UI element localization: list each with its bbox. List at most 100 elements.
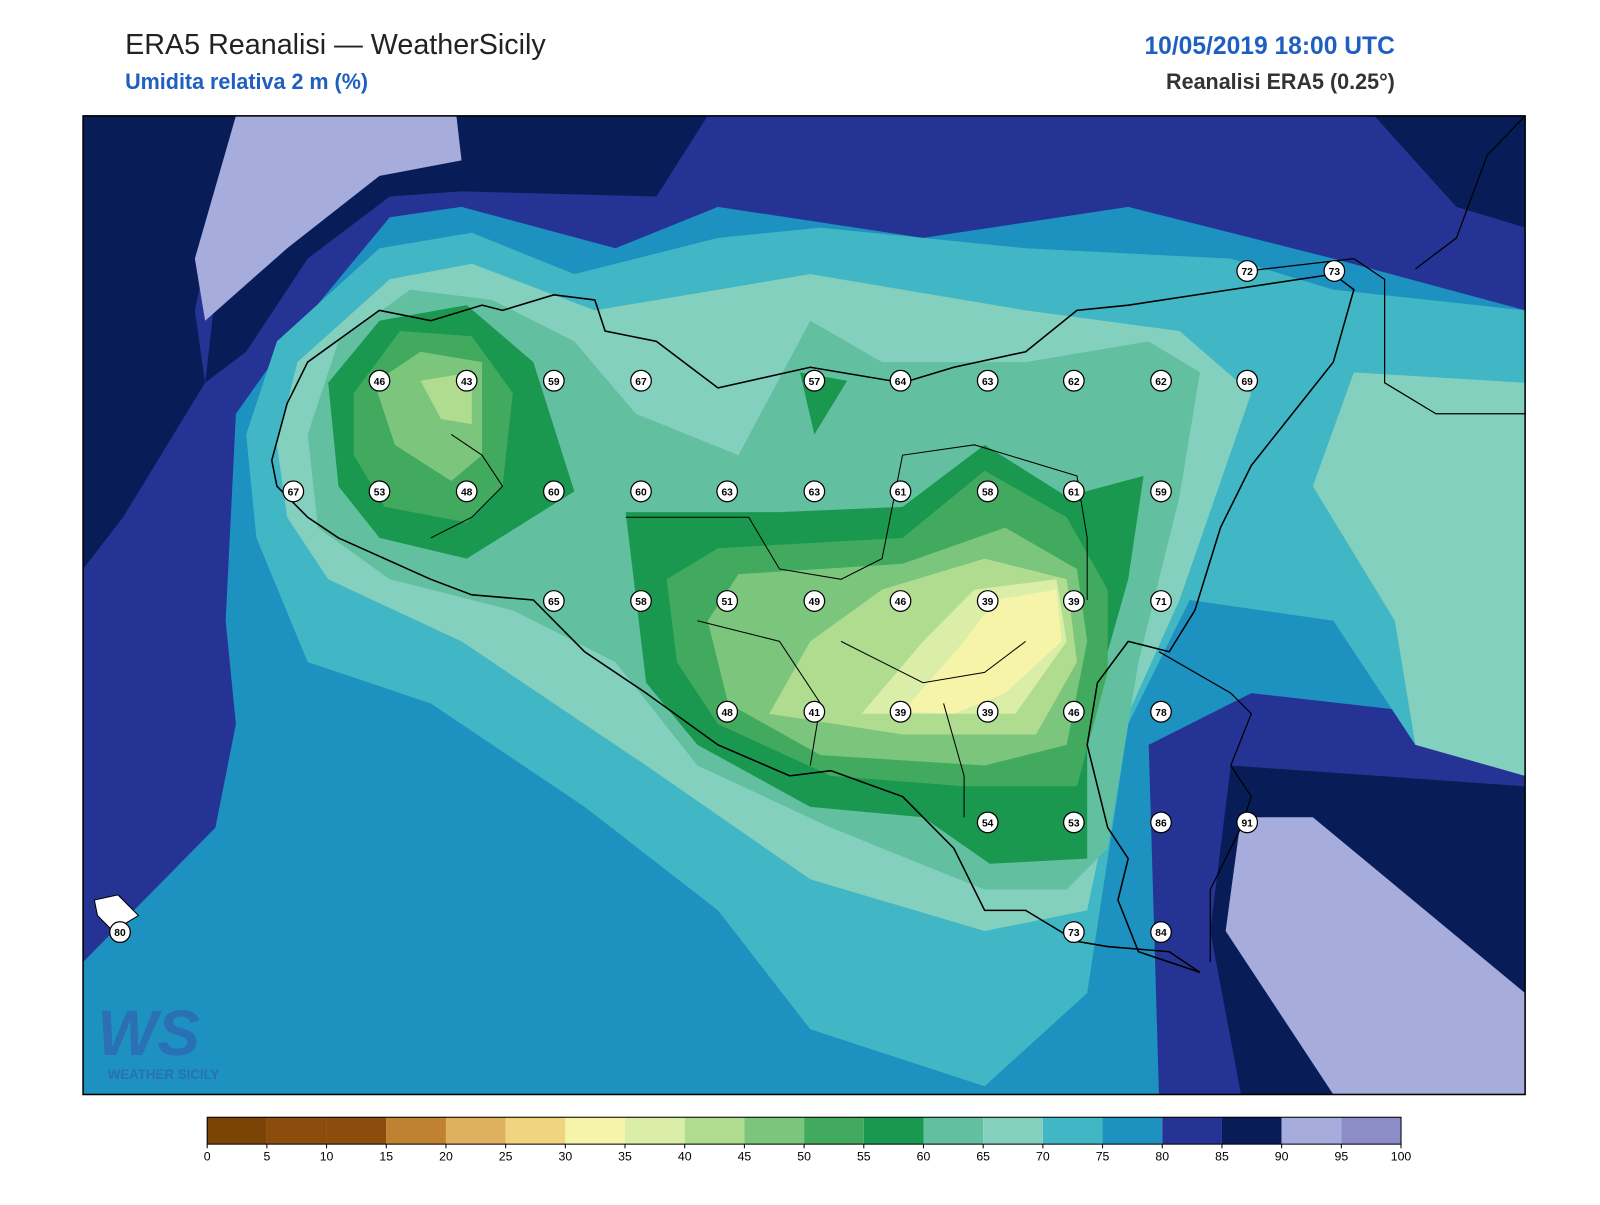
station-value: 43 bbox=[461, 377, 473, 388]
station-marker bbox=[455, 480, 478, 503]
station-value: 71 bbox=[1155, 597, 1167, 608]
colorbar-swatch bbox=[386, 1117, 446, 1145]
station-marker bbox=[976, 480, 999, 503]
station-value: 48 bbox=[721, 708, 733, 719]
station-marker bbox=[368, 480, 391, 503]
station-value: 39 bbox=[1068, 597, 1080, 608]
station-value: 64 bbox=[895, 377, 907, 388]
province-border bbox=[430, 434, 1088, 818]
station-marker bbox=[1236, 369, 1259, 392]
stations: 46 43 59 67 57 64 63 62 62 69 72 73 67 53 48 60 60 63 63 61… bbox=[109, 260, 1346, 944]
colorbar-tick-label: 55 bbox=[857, 1150, 871, 1164]
station-marker bbox=[1150, 811, 1172, 834]
colorbar-tick-label: 50 bbox=[797, 1150, 811, 1164]
station-value: 48 bbox=[461, 487, 473, 498]
station-value: 51 bbox=[721, 597, 733, 608]
station-value: 69 bbox=[1241, 377, 1253, 388]
colorbar-swatch bbox=[565, 1117, 626, 1145]
station-marker bbox=[1062, 369, 1085, 392]
station-marker bbox=[455, 369, 478, 392]
station-value: 63 bbox=[721, 487, 733, 498]
colorbar-tick-label: 15 bbox=[379, 1150, 393, 1164]
station-marker bbox=[1150, 369, 1172, 392]
station-marker bbox=[976, 700, 999, 723]
colorbar-swatch bbox=[863, 1117, 924, 1145]
station-value: 46 bbox=[1068, 708, 1080, 719]
station-value: 62 bbox=[1155, 377, 1167, 388]
station-value: 63 bbox=[982, 377, 994, 388]
colorbar-tick-label: 80 bbox=[1155, 1150, 1169, 1164]
station-value: 86 bbox=[1155, 819, 1167, 830]
colorbar: 0 5 10 15 20 25 30 35 40 45 50 55 60 65 70 75 80 85 90 95 10… bbox=[204, 1116, 1412, 1164]
colorbar-swatch bbox=[804, 1117, 864, 1145]
station-value: 63 bbox=[809, 487, 821, 498]
station-value: 72 bbox=[1241, 267, 1253, 278]
station-marker bbox=[630, 590, 652, 612]
colorbar-tick-label: 0 bbox=[204, 1150, 211, 1164]
colorbar-tick-label: 90 bbox=[1275, 1150, 1289, 1164]
colorbar-swatch bbox=[266, 1117, 327, 1145]
station-marker bbox=[1062, 590, 1085, 612]
station-marker bbox=[803, 480, 826, 503]
logo-text: WEATHER SICILY bbox=[108, 1067, 220, 1082]
level bbox=[1312, 372, 1526, 776]
colorbar-tick-label: 40 bbox=[678, 1150, 692, 1164]
station-value: 73 bbox=[1068, 928, 1080, 939]
station-marker bbox=[1150, 590, 1172, 612]
colorbar-tick-label: 75 bbox=[1096, 1150, 1110, 1164]
colorbar-swatch bbox=[923, 1117, 984, 1145]
station-marker bbox=[109, 921, 131, 944]
station-value: 61 bbox=[1068, 487, 1080, 498]
logo: WS WEATHER SICILY bbox=[97, 997, 219, 1082]
station-value: 60 bbox=[548, 487, 560, 498]
map-frame bbox=[82, 115, 1526, 1096]
station-value: 60 bbox=[635, 487, 647, 498]
station-marker bbox=[542, 480, 565, 503]
station-marker bbox=[716, 590, 739, 612]
station-marker bbox=[1236, 811, 1259, 834]
colorbar-tick-label: 95 bbox=[1334, 1150, 1348, 1164]
station-value: 84 bbox=[1155, 928, 1167, 939]
colorbar-tick-label: 5 bbox=[263, 1150, 270, 1164]
station-value: 78 bbox=[1155, 708, 1167, 719]
level bbox=[194, 115, 462, 321]
colorbar-tick-label: 45 bbox=[738, 1150, 752, 1164]
station-value: 57 bbox=[809, 377, 821, 388]
station-value: 53 bbox=[1068, 819, 1080, 830]
station-marker bbox=[803, 590, 826, 612]
colorbar-tick-label: 60 bbox=[917, 1150, 931, 1164]
colorbar-tick-label: 20 bbox=[439, 1150, 453, 1164]
station-marker bbox=[1062, 811, 1085, 834]
station-value: 59 bbox=[1155, 487, 1167, 498]
station-marker bbox=[976, 590, 999, 612]
colorbar-tick-label: 30 bbox=[558, 1150, 572, 1164]
station-value: 39 bbox=[895, 708, 907, 719]
station-marker bbox=[803, 700, 826, 723]
colorbar-swatch bbox=[445, 1117, 506, 1145]
colorbar-swatch bbox=[326, 1117, 387, 1145]
station-value: 53 bbox=[374, 487, 386, 498]
colorbar-tick-label: 100 bbox=[1391, 1150, 1412, 1164]
station-value: 46 bbox=[374, 377, 386, 388]
colorbar-swatch bbox=[983, 1117, 1043, 1145]
station-marker bbox=[889, 480, 912, 503]
station-marker bbox=[542, 590, 565, 612]
station-value: 61 bbox=[895, 487, 907, 498]
level bbox=[902, 589, 1062, 714]
station-value: 58 bbox=[635, 597, 647, 608]
colorbar-swatch bbox=[684, 1117, 745, 1145]
station-value: 65 bbox=[548, 597, 560, 608]
station-marker bbox=[542, 369, 565, 392]
station-marker bbox=[889, 590, 912, 612]
colorbar-swatch bbox=[1042, 1117, 1103, 1145]
station-marker bbox=[1236, 260, 1259, 282]
colorbar-swatch bbox=[1341, 1117, 1402, 1145]
colorbar-tick-label: 35 bbox=[618, 1150, 632, 1164]
station-marker bbox=[1323, 260, 1346, 282]
station-marker bbox=[368, 369, 391, 392]
station-value: 46 bbox=[895, 597, 907, 608]
station-marker bbox=[1150, 480, 1172, 503]
station-marker bbox=[889, 700, 912, 723]
